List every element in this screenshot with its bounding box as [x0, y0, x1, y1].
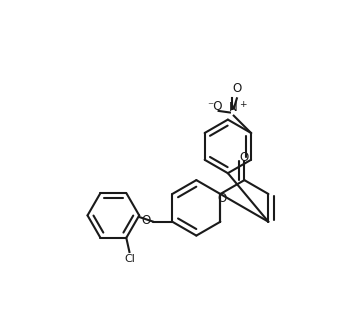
Text: +: +: [240, 100, 247, 109]
Text: ⁻O: ⁻O: [207, 100, 223, 113]
Text: N: N: [229, 101, 238, 114]
Text: Cl: Cl: [124, 253, 135, 264]
Text: O: O: [142, 214, 151, 227]
Text: O: O: [217, 192, 227, 205]
Text: O: O: [240, 151, 249, 164]
Text: O: O: [232, 82, 242, 95]
